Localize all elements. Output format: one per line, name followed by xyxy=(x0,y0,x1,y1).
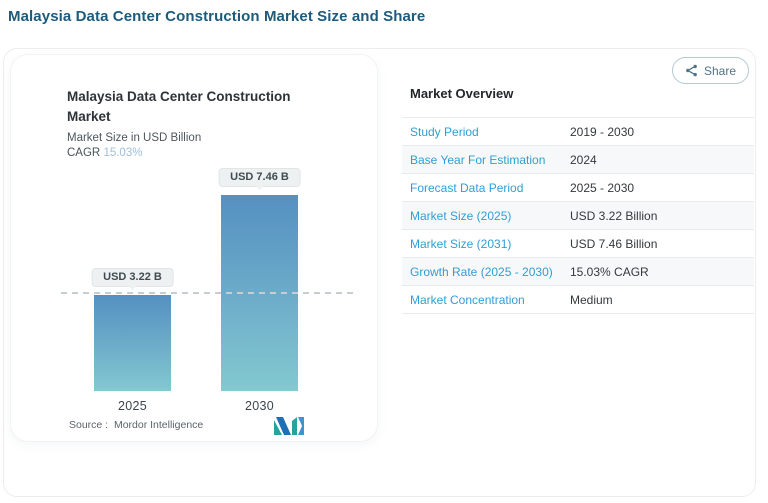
row-value: 2019 - 2030 xyxy=(570,124,635,139)
table-row: Study Period 2019 - 2030 xyxy=(402,118,754,146)
row-label: Base Year For Estimation xyxy=(410,152,546,167)
bar-value-badge: USD 7.46 B xyxy=(218,168,301,190)
row-label: Market Size (2025) xyxy=(410,208,512,223)
row-label: Forecast Data Period xyxy=(410,180,524,195)
table-row: Forecast Data Period 2025 - 2030 xyxy=(402,174,754,202)
row-label: Growth Rate (2025 - 2030) xyxy=(410,264,553,279)
chart-cagr: CAGR 15.03% xyxy=(67,146,143,159)
row-value: 2024 xyxy=(570,152,597,167)
chart-title: Malaysia Data Center Construction Market xyxy=(67,89,291,125)
chart-header: Malaysia Data Center Construction Market… xyxy=(67,87,357,159)
page-title: Malaysia Data Center Construction Market… xyxy=(8,8,426,25)
overview-heading: Market Overview xyxy=(410,86,514,101)
row-label: Study Period xyxy=(410,124,479,139)
row-value: USD 7.46 Billion xyxy=(570,236,658,251)
table-row: Market Size (2025) USD 3.22 Billion xyxy=(402,202,754,230)
table-row: Market Size (2031) USD 7.46 Billion xyxy=(402,230,754,258)
table-row: Growth Rate (2025 - 2030) 15.03% CAGR xyxy=(402,258,754,286)
source-attribution: Source : Mordor Intelligence xyxy=(69,419,204,431)
row-value: Medium xyxy=(570,292,613,307)
row-value: 15.03% CAGR xyxy=(570,264,649,279)
overview-table: Study Period 2019 - 2030 Base Year For Est… xyxy=(402,117,754,314)
share-icon xyxy=(686,64,697,77)
share-button[interactable]: Share xyxy=(672,57,749,84)
bar-2025 xyxy=(94,295,171,391)
share-button-label: Share xyxy=(703,63,737,78)
row-label: Market Concentration xyxy=(410,292,525,307)
table-row: Market Concentration Medium xyxy=(402,286,754,314)
bar-value-badge: USD 3.22 B xyxy=(91,268,174,290)
x-axis-label: 2025 xyxy=(117,399,147,413)
row-value: USD 3.22 Billion xyxy=(570,208,658,223)
cagr-value: 15.03% xyxy=(103,146,143,159)
x-axis-label: 2030 xyxy=(244,399,274,413)
row-label: Market Size (2031) xyxy=(410,236,512,251)
table-row: Base Year For Estimation 2024 xyxy=(402,146,754,174)
mordor-intelligence-logo-icon xyxy=(274,417,304,435)
chart-card: Malaysia Data Center Construction Market… xyxy=(10,54,378,442)
reference-dashed-line xyxy=(61,292,357,294)
row-value: 2025 - 2030 xyxy=(570,180,635,195)
chart-subtitle: Market Size in USD Billion xyxy=(67,131,202,144)
